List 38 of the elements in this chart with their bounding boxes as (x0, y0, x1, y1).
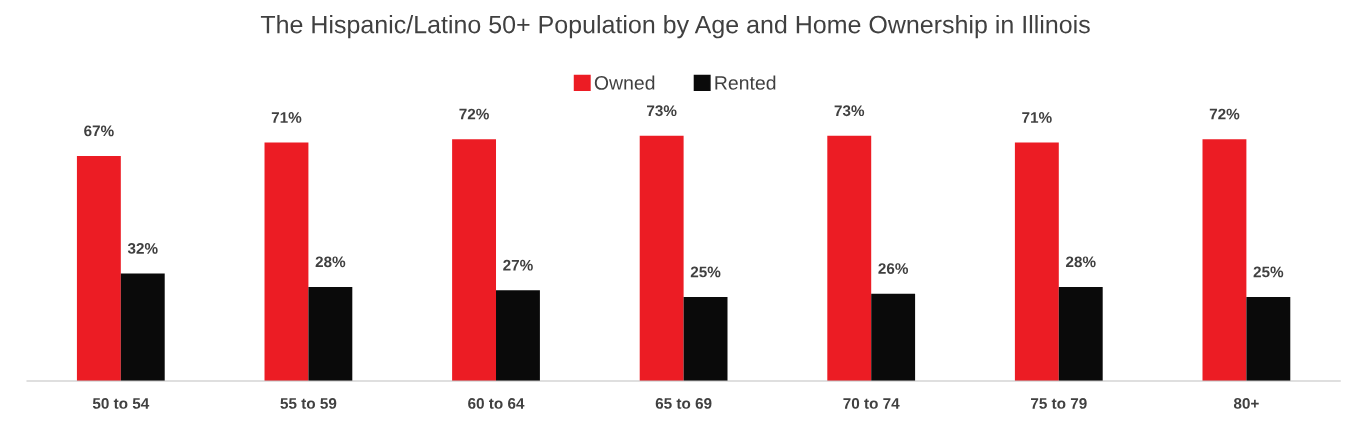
data-label: 73% (647, 105, 677, 117)
x-tick-label: 50 to 54 (92, 398, 150, 409)
bar (1202, 139, 1247, 381)
bar (76, 155, 121, 381)
bar (264, 142, 309, 381)
data-label: 28% (1065, 256, 1096, 268)
x-tick-label: 80+ (1233, 398, 1259, 409)
data-label: 25% (1253, 266, 1284, 278)
bar (120, 273, 165, 381)
bar (639, 135, 684, 381)
bar (308, 286, 353, 381)
data-label: 27% (503, 259, 533, 271)
data-label: 28% (315, 256, 346, 268)
chart-title: The Hispanic/Latino 50+ Population by Age and Home Ownership in Illinois (260, 15, 1090, 39)
bar (827, 135, 872, 381)
data-label: 72% (459, 108, 489, 120)
bar (683, 297, 728, 381)
legend-label: Rented (715, 75, 776, 90)
data-label: 26% (878, 263, 909, 274)
data-label: 72% (1209, 108, 1240, 120)
legend-label: Owned (594, 75, 655, 90)
x-tick-label: 75 to 79 (1031, 398, 1087, 409)
data-label: 32% (127, 242, 158, 254)
bar (1014, 142, 1059, 381)
data-label: 71% (271, 112, 302, 123)
x-tick-label: 65 to 69 (655, 398, 712, 409)
bar (1246, 297, 1291, 381)
bar (1058, 286, 1103, 381)
data-label: 67% (84, 125, 114, 137)
bar (452, 139, 497, 381)
data-label: 25% (690, 266, 721, 278)
x-tick-label: 70 to 74 (843, 398, 900, 409)
x-tick-label: 55 to 59 (280, 398, 337, 409)
bar (496, 290, 540, 381)
data-label: 71% (1022, 112, 1052, 123)
x-tick-label: 60 to 64 (468, 398, 525, 409)
data-label: 73% (834, 105, 865, 117)
bar (871, 293, 916, 381)
